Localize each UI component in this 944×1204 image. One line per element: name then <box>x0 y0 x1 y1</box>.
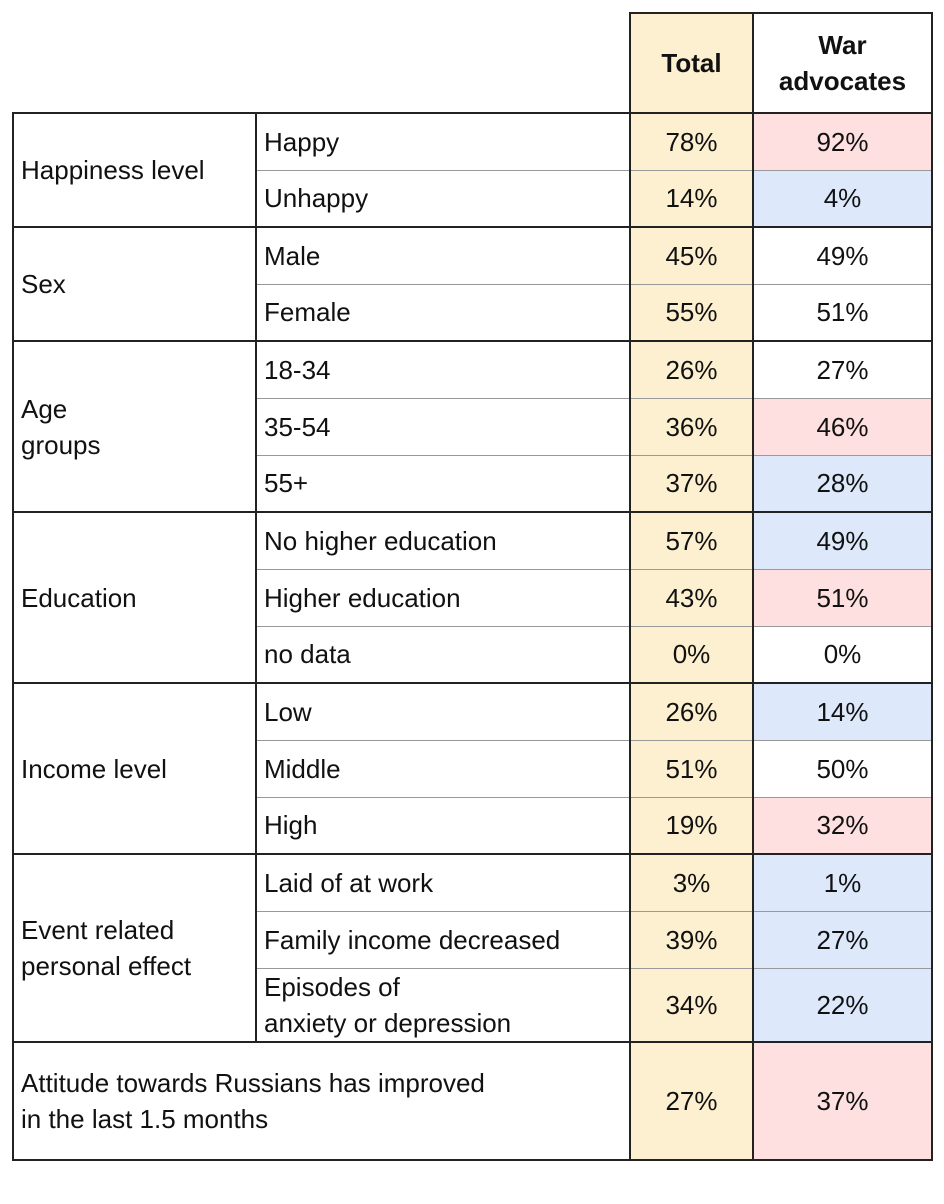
war-cell: 49% <box>752 226 933 285</box>
total-cell: 34% <box>629 967 754 1043</box>
total-cell: 51% <box>629 739 754 798</box>
group-label: Happiness level <box>12 112 257 228</box>
row-label: Higher education <box>255 568 630 627</box>
row-label: 55+ <box>255 454 630 513</box>
war-cell: 1% <box>752 853 933 912</box>
total-cell: 0% <box>629 625 754 684</box>
group-row: Education No higher education 57% 49% <box>12 511 933 684</box>
group-row: Age groups 18-34 26% 27% <box>12 340 933 513</box>
group-label: Sex <box>12 226 257 342</box>
war-header: War advocates <box>752 12 933 113</box>
total-cell: 26% <box>629 340 754 399</box>
total-cell: 26% <box>629 682 754 741</box>
war-cell: 27% <box>752 910 933 969</box>
war-cell: 28% <box>752 454 933 513</box>
footer-war: 37% <box>752 1040 933 1161</box>
row-label: Low <box>255 682 630 741</box>
total-cell: 3% <box>629 853 754 912</box>
total-cell: 55% <box>629 283 754 342</box>
total-cell: 39% <box>629 910 754 969</box>
header-row: Total War advocates <box>13 12 933 113</box>
war-cell: 27% <box>752 340 933 399</box>
war-cell: 32% <box>752 796 933 855</box>
group-row: Family income decreased 39% 27% <box>13 910 933 969</box>
group-label: Event related personal effect <box>12 853 257 1043</box>
war-cell: 14% <box>752 682 933 741</box>
group-row: Sex Male 45% 49% <box>12 226 933 342</box>
table-wrapper: Total War advocates Happiness level Happy 78… <box>12 12 933 1161</box>
total-cell: 57% <box>629 511 754 570</box>
row-label: Male <box>255 226 630 285</box>
group-row: Female 55% 51% <box>13 283 933 342</box>
group-row: Event related personal effect Laid of at … <box>12 853 933 1043</box>
war-cell: 46% <box>752 397 933 456</box>
row-label: 18-34 <box>255 340 630 399</box>
group-row: High 19% 32% <box>13 796 933 855</box>
row-label: 35-54 <box>255 397 630 456</box>
group-row: Happiness level Happy 78% 92% <box>12 112 933 228</box>
total-cell: 43% <box>629 568 754 627</box>
war-cell: 22% <box>752 967 933 1043</box>
total-cell: 45% <box>629 226 754 285</box>
group-row: Episodes of anxiety or depression 34% 22% <box>13 967 933 1043</box>
war-cell: 51% <box>752 283 933 342</box>
row-label: Laid of at work <box>255 853 630 912</box>
group-row: 35-54 36% 46% <box>13 397 933 456</box>
blank-cell <box>13 13 630 113</box>
group-row: Income level Low 26% 14% <box>12 682 933 855</box>
group-label: Income level <box>12 682 257 855</box>
group-row: Middle 51% 50% <box>13 739 933 798</box>
total-cell: 19% <box>629 796 754 855</box>
group-row: Higher education 43% 51% <box>13 568 933 627</box>
row-label: No higher education <box>255 511 630 570</box>
group-label: Age groups <box>12 340 257 513</box>
group-row: Unhappy 14% 4% <box>13 169 933 228</box>
footer-row: Attitude towards Russians has improved i… <box>12 1040 933 1161</box>
group-row: no data 0% 0% <box>13 625 933 684</box>
group-label: Education <box>12 511 257 684</box>
row-label: Episodes of anxiety or depression <box>255 967 630 1043</box>
row-label: no data <box>255 625 630 684</box>
war-cell: 4% <box>752 169 933 228</box>
war-cell: 51% <box>752 568 933 627</box>
row-label: Middle <box>255 739 630 798</box>
row-label: Female <box>255 283 630 342</box>
row-label: Unhappy <box>255 169 630 228</box>
row-label: High <box>255 796 630 855</box>
total-header: Total <box>629 12 754 113</box>
war-cell: 49% <box>752 511 933 570</box>
data-table: Total War advocates Happiness level Happy 78… <box>12 12 933 1161</box>
footer-label: Attitude towards Russians has improved i… <box>12 1040 631 1161</box>
total-cell: 36% <box>629 397 754 456</box>
total-cell: 78% <box>629 112 754 171</box>
row-label: Happy <box>255 112 630 171</box>
group-row: 55+ 37% 28% <box>13 454 933 513</box>
footer-total: 27% <box>629 1040 754 1161</box>
total-cell: 14% <box>629 169 754 228</box>
total-cell: 37% <box>629 454 754 513</box>
row-label: Family income decreased <box>255 910 630 969</box>
war-cell: 0% <box>752 625 933 684</box>
war-cell: 50% <box>752 739 933 798</box>
war-cell: 92% <box>752 112 933 171</box>
